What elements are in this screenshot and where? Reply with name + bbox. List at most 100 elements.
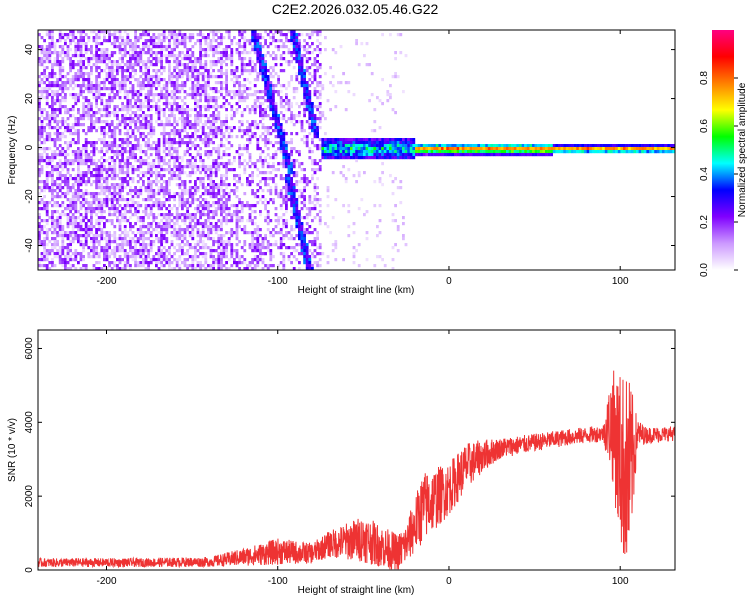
spectrogram-cell <box>97 54 101 58</box>
spectrogram-cell <box>298 111 301 115</box>
spectrogram-cell <box>38 126 41 130</box>
spectrogram-cell <box>40 219 44 223</box>
spectrogram-cell <box>186 69 189 73</box>
spectrogram-cell <box>225 129 228 133</box>
spectrogram-cell <box>168 60 171 64</box>
spectrogram-cell <box>253 267 257 271</box>
spectrogram-cell <box>53 48 57 52</box>
spectrogram-cell <box>105 183 109 187</box>
spectrogram-cell <box>45 33 49 37</box>
spectrogram-cell <box>123 108 127 112</box>
spectrogram-cell <box>259 57 262 61</box>
spectrogram-cell <box>84 150 88 154</box>
spectrogram-cell <box>199 93 202 97</box>
spectrogram-cell <box>87 84 91 88</box>
spectrogram-cell <box>142 171 145 175</box>
spectrogram-cell <box>110 135 114 139</box>
spectrogram-cell <box>225 240 228 244</box>
spectrogram-cell <box>175 33 179 37</box>
spectrogram-cell <box>77 171 80 175</box>
spectrogram-cell <box>204 66 208 70</box>
spectrogram-cell <box>48 33 52 37</box>
spectrogram-cell <box>266 189 270 193</box>
spectrogram-cell <box>272 198 275 202</box>
spectrogram-cell <box>201 63 205 67</box>
spectrogram-cell <box>155 237 158 241</box>
spectrogram-cell <box>48 84 52 88</box>
spectrogram-cell <box>305 51 309 55</box>
spectrogram-cell <box>79 156 83 160</box>
spectrogram-cell <box>108 162 111 166</box>
spectrogram-cell <box>279 39 283 43</box>
spectrogram-cell <box>243 267 247 271</box>
spectrogram-cell <box>129 165 132 169</box>
spectrogram-cell <box>136 159 140 163</box>
spectrogram-cell <box>108 60 111 64</box>
spectrogram-cell <box>277 219 280 223</box>
spectrogram-cell <box>264 180 267 184</box>
spectrogram-cell <box>40 168 44 172</box>
spectrogram-cell <box>188 66 192 70</box>
spectrogram-cell <box>209 174 213 178</box>
spectrogram-cell <box>56 231 59 235</box>
spectrogram-cell <box>92 267 96 271</box>
spectrogram-cell <box>82 204 85 208</box>
spectrogram-cell <box>272 180 275 184</box>
spectrogram-cell <box>74 207 78 211</box>
spectrogram-cell <box>38 105 41 109</box>
spectrogram-cell <box>264 66 267 70</box>
spectrogram-cell <box>235 75 239 79</box>
spectrogram-cell <box>285 153 288 157</box>
spectrogram-cell <box>131 189 135 193</box>
spectrogram-cell <box>66 207 70 211</box>
spectrogram-cell <box>103 93 106 97</box>
spectrogram-cell <box>162 168 166 172</box>
spectrogram-cell <box>95 93 98 97</box>
spectrogram-cell <box>160 189 163 193</box>
spectrogram-cell <box>300 246 304 250</box>
spectrogram-cell <box>97 252 101 256</box>
spectrogram-cell <box>178 234 182 238</box>
spectrogram-cell <box>186 267 189 271</box>
spectrogram-cell <box>64 246 67 250</box>
spectrogram-cell <box>100 120 104 124</box>
spectrogram-cell <box>303 54 306 58</box>
spectrogram-cell <box>155 198 158 202</box>
spectrogram-cell <box>212 39 215 43</box>
spectrogram-cell <box>251 249 254 253</box>
spectrogram-cell <box>212 114 215 118</box>
spectrogram-cell <box>74 132 78 136</box>
spectrogram-cell <box>157 153 161 157</box>
spectrogram-cell <box>100 213 104 217</box>
spectrogram-cell <box>51 108 54 112</box>
spectrogram-cell <box>282 42 286 46</box>
spectrogram-cell <box>308 213 312 217</box>
spectrogram-cell <box>48 105 52 109</box>
spectrogram-cell <box>51 174 54 178</box>
spectrogram-cell <box>79 69 83 73</box>
spectrogram-cell <box>136 207 140 211</box>
spectrogram-cell <box>105 63 109 67</box>
spectrogram-cell <box>264 252 267 256</box>
spectrogram-cell <box>308 99 312 103</box>
spectrogram-cell <box>214 174 218 178</box>
spectrogram-cell <box>142 51 145 55</box>
spectrogram-cell <box>165 186 169 190</box>
spectrogram-cell <box>56 255 59 259</box>
spectrogram-cell <box>274 39 278 43</box>
spectrogram-cell <box>165 240 169 244</box>
spectrogram-cell <box>121 60 124 64</box>
spectrogram-cell <box>175 231 179 235</box>
spectrogram-cell <box>285 96 288 100</box>
spectrogram-cell <box>149 204 153 208</box>
spectrogram-cell <box>214 126 218 130</box>
spectrogram-cell <box>64 54 67 58</box>
spectrogram-cell <box>259 36 262 40</box>
spectrogram-cell <box>113 165 117 169</box>
spectrogram-cell <box>248 231 252 235</box>
spectrogram-cell <box>222 162 226 166</box>
spectrogram-cell <box>248 93 252 97</box>
spectrogram-cell <box>53 111 57 115</box>
spectrogram-cell <box>116 123 119 127</box>
spectrogram-cell <box>84 153 88 157</box>
